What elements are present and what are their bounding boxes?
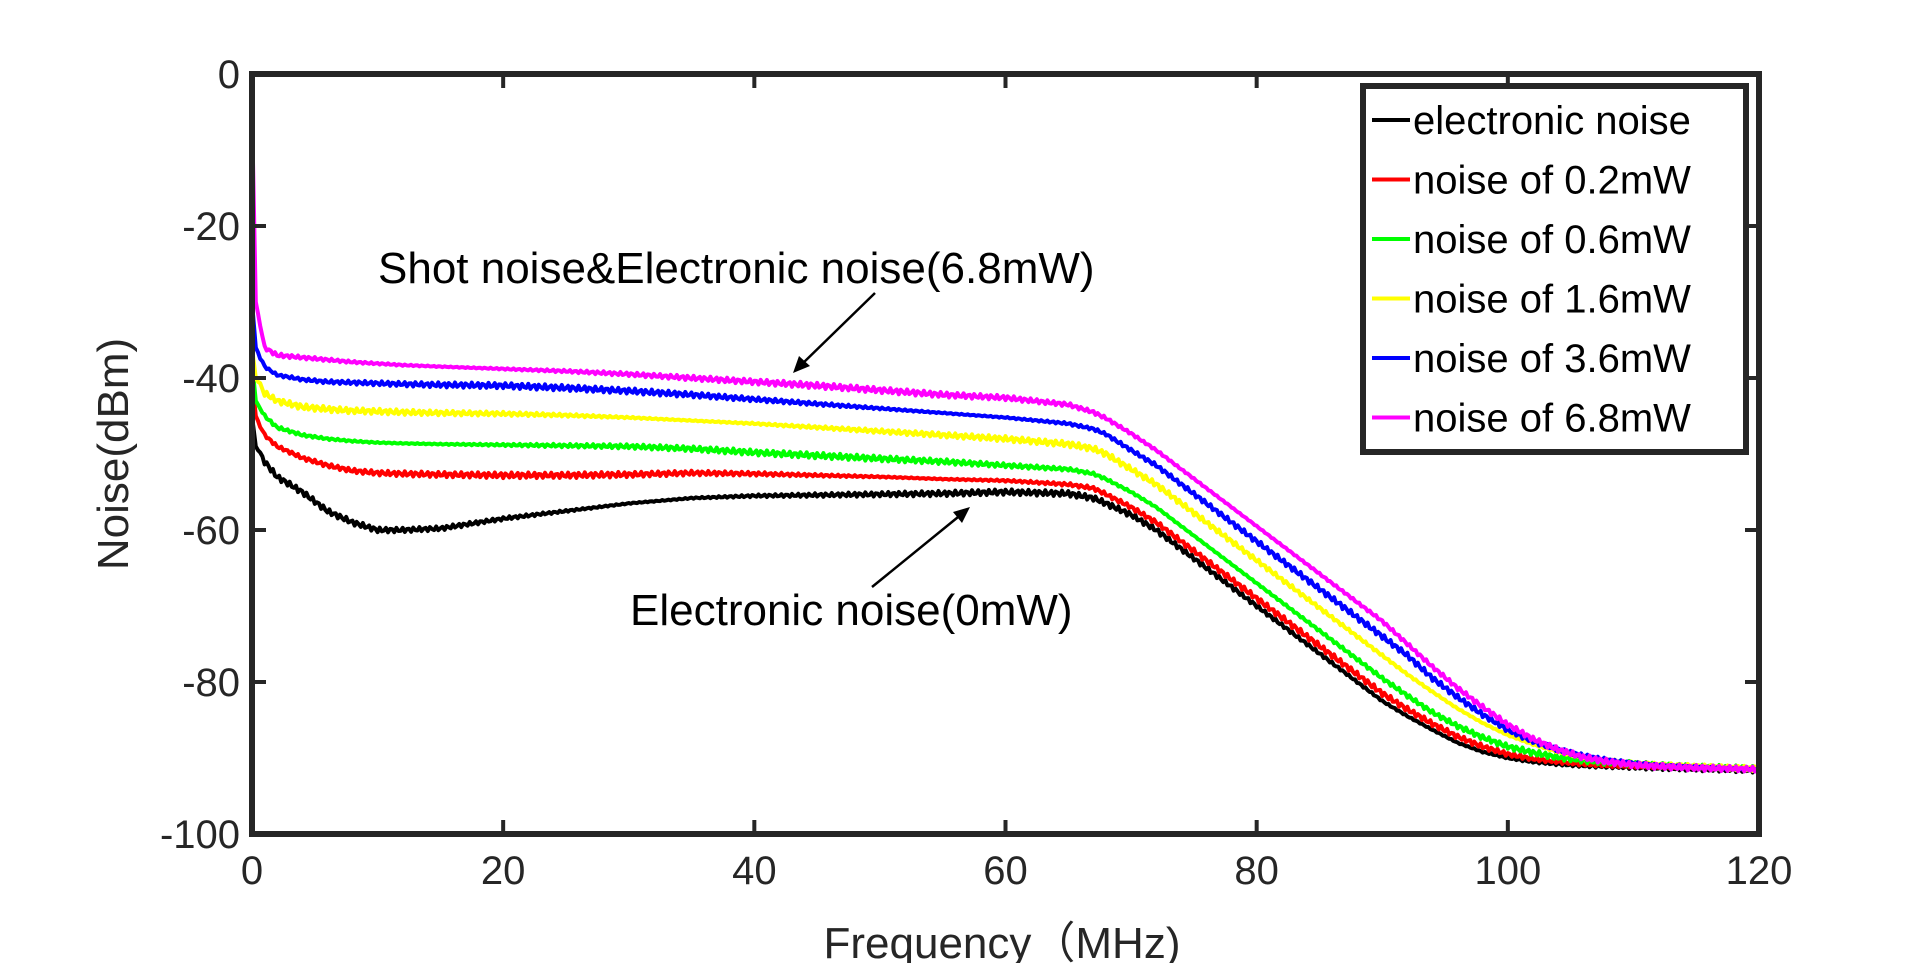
- annotation-shot-noise: Shot noise&Electronic noise(6.8mW): [378, 244, 1095, 293]
- y-axis-title: Noise(dBm): [89, 338, 138, 570]
- y-tick-label: -60: [182, 509, 240, 553]
- x-tick-label: 20: [481, 849, 526, 893]
- legend-label: noise of 3.6mW: [1413, 337, 1691, 381]
- x-tick-label: 120: [1726, 849, 1793, 893]
- annotation-electronic-noise: Electronic noise(0mW): [630, 586, 1073, 635]
- annotation-shot-noise-arrow-shaft: [799, 292, 876, 367]
- y-tick-label: -40: [182, 357, 240, 401]
- series-line-noise-of-0-6mw: [250, 362, 1760, 773]
- legend-items: electronic noise noise of 0.2mW noise of 0…: [1372, 99, 1691, 441]
- x-tick-label: 80: [1234, 849, 1279, 893]
- y-tick-label: -80: [182, 661, 240, 705]
- series-line-noise-of-1-6mw: [250, 347, 1760, 773]
- legend: electronic noise noise of 0.2mW noise of 0…: [1360, 83, 1749, 455]
- x-tick-label: 0: [241, 849, 263, 893]
- legend-label: noise of 0.6mW: [1413, 218, 1691, 262]
- plot-lines: [250, 111, 1760, 775]
- annotation-shot-noise-arrowhead: [793, 356, 810, 373]
- y-tick-label: -20: [182, 205, 240, 249]
- y-tick-label: 0: [218, 53, 240, 97]
- annotation-electronic-noise-arrowhead: [953, 507, 970, 523]
- axes-box: [249, 71, 1762, 837]
- tick-labels: 0 20 40 60 80 100 120 0 -20 -40 -60 -80 -100: [160, 53, 1792, 893]
- legend-label: noise of 6.8mW: [1413, 397, 1691, 441]
- annotation-electronic-noise-arrow-shaft: [871, 512, 964, 588]
- legend-label: noise of 0.2mW: [1413, 159, 1691, 203]
- x-axis-title: Frequency（MHz): [824, 919, 1181, 963]
- legend-label: electronic noise: [1413, 99, 1691, 143]
- series-line-noise-of-6-8mw: [250, 111, 1760, 774]
- x-tick-label: 100: [1474, 849, 1541, 893]
- series-line-electronic-noise: [250, 415, 1760, 775]
- legend-box: [1360, 83, 1749, 455]
- legend-label: noise of 1.6mW: [1413, 278, 1691, 322]
- series-line-noise-of-0-2mw: [250, 377, 1760, 772]
- x-tick-label: 40: [732, 849, 777, 893]
- y-tick-label: -100: [160, 813, 240, 857]
- x-tick-label: 60: [983, 849, 1028, 893]
